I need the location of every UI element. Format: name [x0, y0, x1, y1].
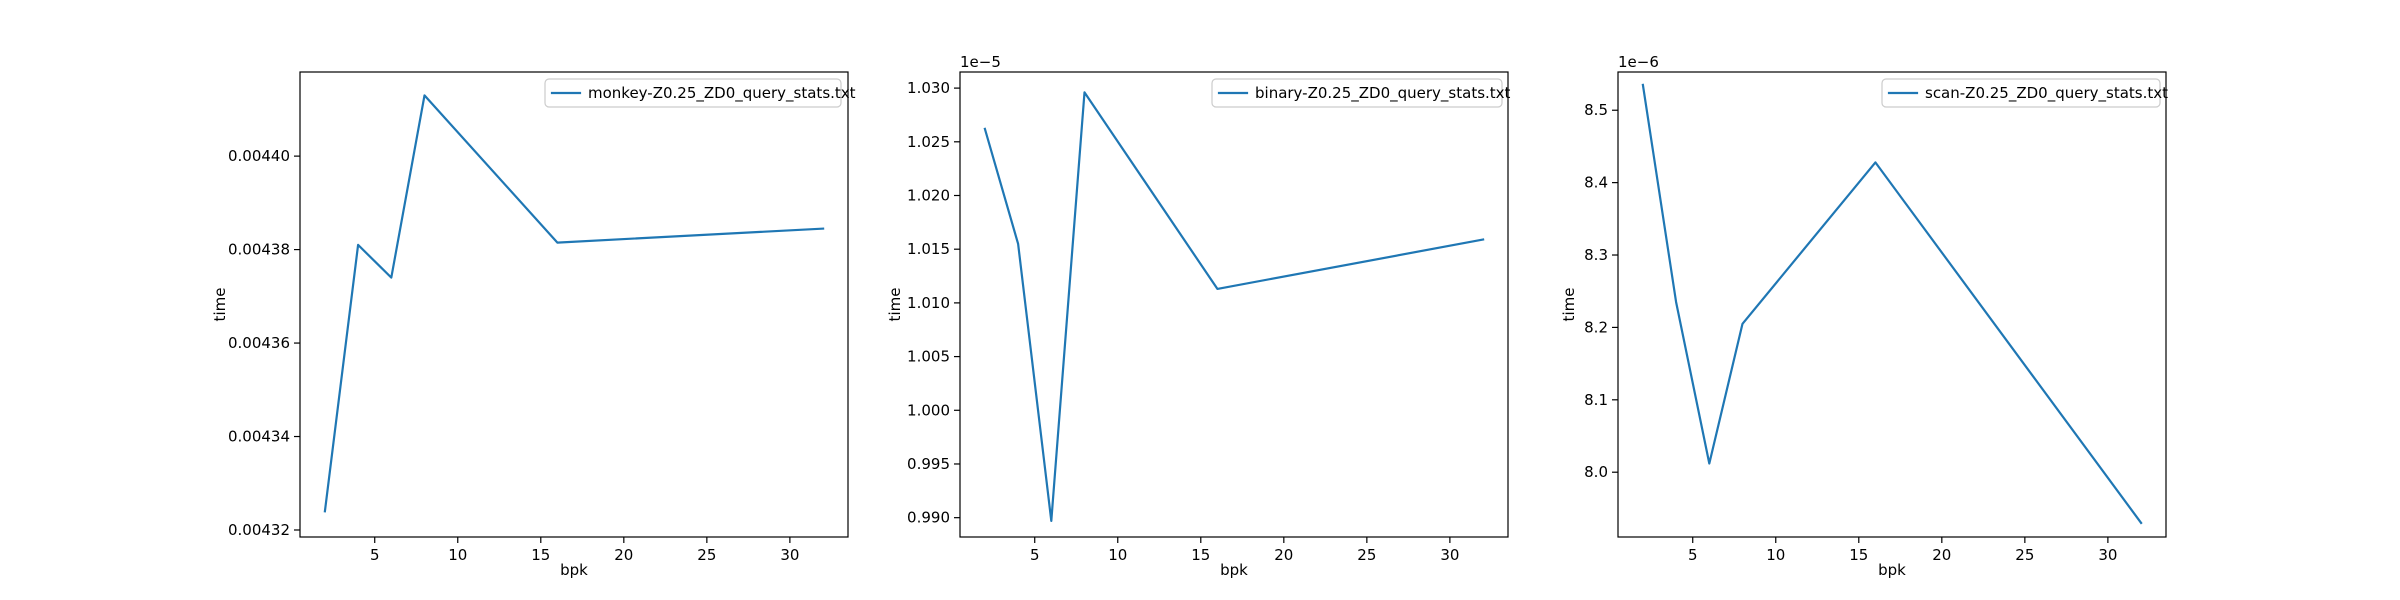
series-line: [1641, 83, 2143, 525]
x-tick-label: 10: [1766, 546, 1785, 564]
y-axis-label: time: [211, 288, 229, 322]
x-axis-label: bpk: [1220, 561, 1248, 579]
y-tick-label: 1.010: [907, 294, 950, 312]
x-tick-label: 5: [1030, 546, 1040, 564]
y-tick-label: 0.00432: [228, 521, 290, 539]
legend-label-monkey: monkey-Z0.25_ZD0_query_stats.txt: [588, 84, 856, 103]
chart-scan: 5 10 15 20 25 30 8.08.18.28.38.48.5 bpk time …: [1560, 53, 2168, 579]
x-tick-label: 20: [1932, 546, 1951, 564]
y-ticks: 0.00432 0.00434 0.00436 0.00438 0.00440: [228, 147, 300, 539]
y-tick-label: 0.990: [907, 509, 950, 527]
y-tick-label: 1.015: [907, 240, 950, 258]
plot-frame: [1617, 71, 2167, 538]
y-axis-label: time: [886, 288, 904, 322]
x-tick-label: 25: [1357, 546, 1376, 564]
x-axis-label: bpk: [1878, 561, 1906, 579]
x-tick-label: 25: [697, 546, 716, 564]
y-ticks: 8.0 8.1 8.2 8.3 8.4 8.5: [1584, 101, 1618, 481]
x-tick-label: 10: [1108, 546, 1127, 564]
chart-binary: 5 10 15 20 25 30 0.990 0.995 1.000 1.005 1.010 1.0…: [886, 53, 1511, 579]
plot-frame: [959, 71, 1509, 538]
x-tick-label: 15: [531, 546, 550, 564]
y-tick-label: 1.005: [907, 348, 950, 366]
x-tick-label: 20: [1274, 546, 1293, 564]
legend-label-binary: binary-Z0.25_ZD0_query_stats.txt: [1255, 84, 1511, 103]
y-tick-label: 1.030: [907, 79, 950, 97]
y-tick-label: 1.000: [907, 401, 950, 419]
x-tick-label: 30: [2098, 546, 2117, 564]
y-tick-label: 8.3: [1584, 246, 1608, 264]
y-tick-label: 0.00440: [228, 147, 290, 165]
y-tick-label: 0.00434: [228, 428, 290, 446]
x-tick-label: 15: [1849, 546, 1868, 564]
y-offset-label: 1e−6: [1618, 53, 1659, 71]
legend-box: [1881, 78, 2161, 108]
x-ticks: 5 10 15 20 25 30: [370, 537, 799, 564]
x-axis-label: bpk: [560, 561, 588, 579]
x-tick-label: 5: [370, 546, 380, 564]
x-tick-label: 5: [1688, 546, 1698, 564]
series-line: [983, 91, 1485, 523]
x-tick-label: 25: [2015, 546, 2034, 564]
y-tick-label: 8.5: [1584, 101, 1608, 119]
y-tick-label: 8.0: [1584, 463, 1608, 481]
x-tick-label: 30: [1440, 546, 1459, 564]
y-tick-label: 0.995: [907, 455, 950, 473]
series-lines: [1641, 83, 2143, 525]
legend-box: [1211, 78, 1503, 108]
y-tick-label: 8.1: [1584, 391, 1608, 409]
series-lines: [983, 91, 1485, 523]
y-ticks: 0.990 0.995 1.000 1.005 1.010 1.015 1.020 1.025…: [907, 79, 960, 527]
series-lines: [323, 94, 825, 513]
legend: scan-Z0.25_ZD0_query_stats.txt: [1881, 78, 2168, 108]
y-tick-label: 0.00436: [228, 334, 290, 352]
legend-box: [544, 78, 842, 108]
y-axis-label: time: [1560, 288, 1578, 322]
plot-frame: [299, 71, 849, 538]
series-line: [323, 94, 825, 513]
x-ticks: 5 10 15 20 25 30: [1688, 537, 2117, 564]
x-tick-label: 10: [448, 546, 467, 564]
y-offset-label: 1e−5: [960, 53, 1001, 71]
y-tick-label: 1.020: [907, 186, 950, 204]
x-tick-label: 20: [614, 546, 633, 564]
y-tick-label: 8.2: [1584, 318, 1608, 336]
x-ticks: 5 10 15 20 25 30: [1030, 537, 1459, 564]
y-tick-label: 0.00438: [228, 241, 290, 259]
legend: binary-Z0.25_ZD0_query_stats.txt: [1211, 78, 1511, 108]
chart-monkey: 5 10 15 20 25 30 0.00432 0.00434 0.00436 0.00438…: [211, 71, 856, 579]
y-tick-label: 1.025: [907, 133, 950, 151]
legend-label-scan: scan-Z0.25_ZD0_query_stats.txt: [1925, 84, 2168, 103]
x-tick-label: 15: [1191, 546, 1210, 564]
y-tick-label: 8.4: [1584, 174, 1608, 192]
x-tick-label: 30: [780, 546, 799, 564]
legend: monkey-Z0.25_ZD0_query_stats.txt: [544, 78, 856, 108]
